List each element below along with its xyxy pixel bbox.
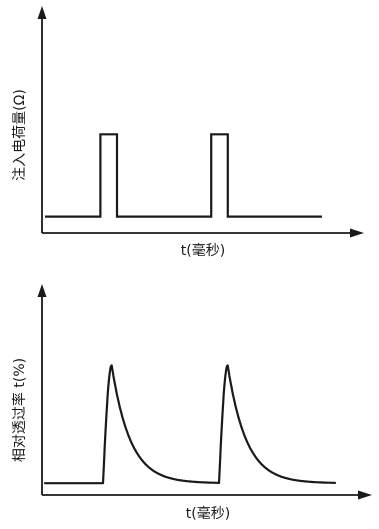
- bottom-y-axis-arrow: [37, 284, 47, 297]
- bottom-x-axis-label: t(毫秒): [186, 505, 230, 522]
- chart-bottom: 相对透过率 t(%) t(毫秒): [11, 284, 372, 522]
- top-y-axis-label: 注入电荷量(Ω): [12, 89, 28, 181]
- top-x-axis-arrow: [350, 228, 364, 238]
- chart-top: 注入电荷量(Ω) t(毫秒): [12, 6, 364, 259]
- bottom-y-axis-label: 相对透过率 t(%): [11, 358, 28, 462]
- bottom-series-line: [43, 364, 337, 485]
- top-series-line: [45, 133, 322, 218]
- top-x-axis-label: t(毫秒): [181, 242, 225, 259]
- top-y-axis-arrow: [37, 6, 47, 19]
- bottom-x-axis-arrow: [358, 490, 372, 500]
